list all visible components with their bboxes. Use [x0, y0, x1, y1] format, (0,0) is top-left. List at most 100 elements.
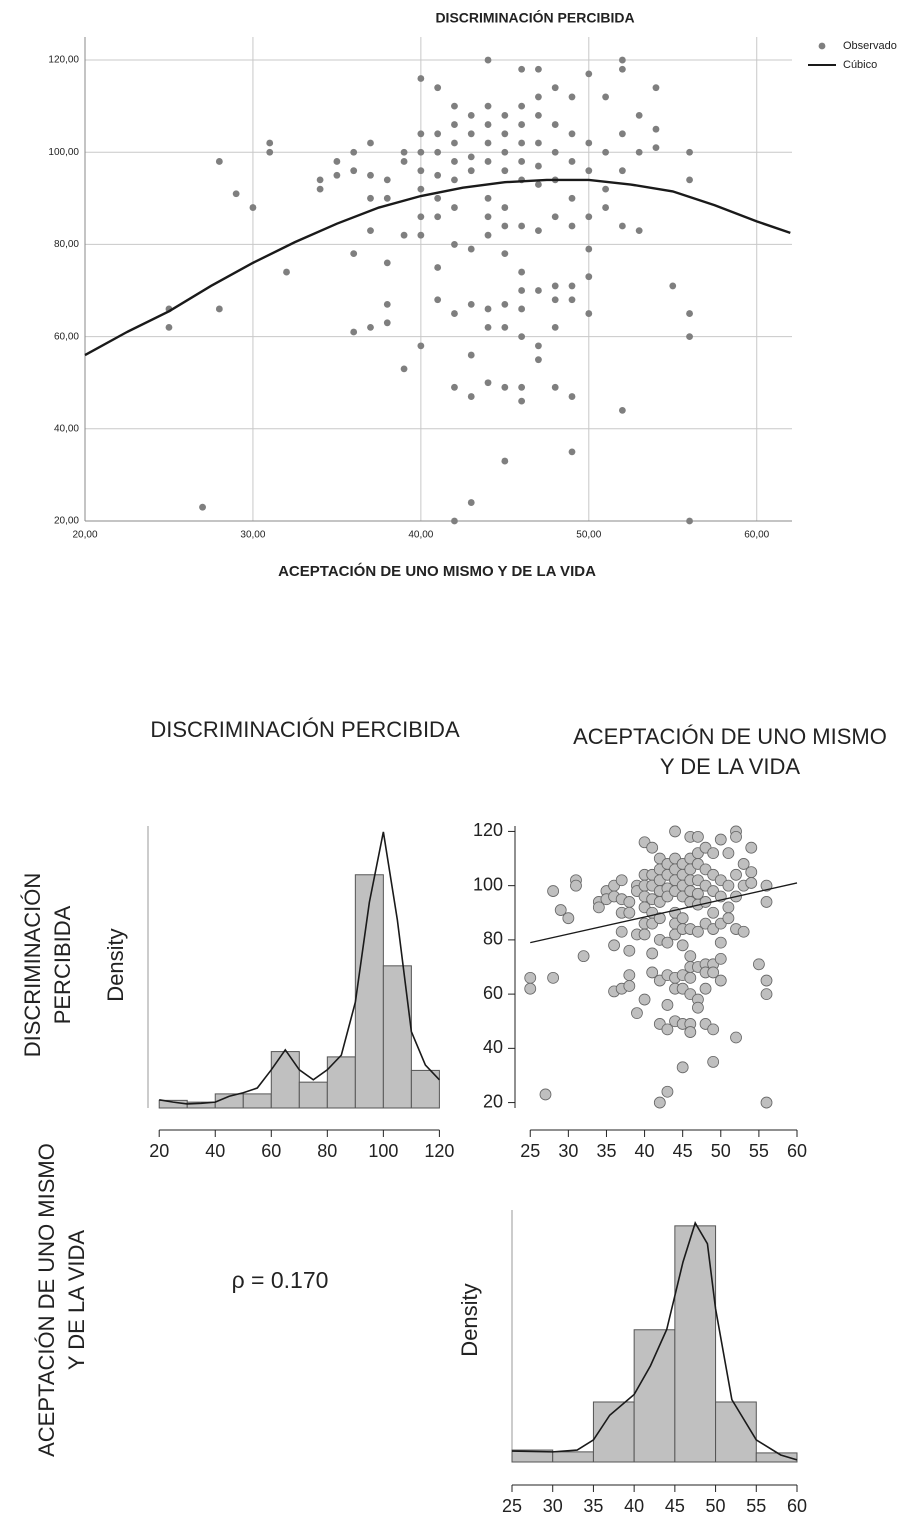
- point: [618, 56, 626, 64]
- point: [760, 974, 773, 987]
- density-curve: [159, 831, 440, 1105]
- point: [451, 241, 458, 248]
- x-tick-label: 55: [746, 1496, 766, 1516]
- point: [215, 305, 223, 313]
- point: [714, 974, 727, 987]
- point: [707, 847, 720, 860]
- point: [686, 176, 693, 184]
- x-tick-label: 80: [317, 1141, 337, 1161]
- point: [367, 171, 374, 179]
- x-tick-label: 50: [706, 1496, 726, 1516]
- point: [631, 1007, 643, 1019]
- point: [434, 130, 442, 138]
- point: [501, 324, 509, 331]
- point: [434, 171, 442, 179]
- point: [518, 333, 526, 341]
- point: [383, 259, 391, 267]
- point: [618, 167, 626, 175]
- point: [535, 93, 542, 101]
- point: [535, 139, 542, 147]
- y-tick-label: 120,00: [48, 55, 79, 66]
- point: [602, 148, 609, 156]
- point: [646, 966, 659, 979]
- point: [501, 300, 509, 308]
- point: [568, 282, 576, 290]
- point: [518, 397, 526, 405]
- point: [752, 958, 765, 971]
- point: [602, 204, 609, 211]
- point: [568, 93, 576, 101]
- point: [686, 517, 693, 525]
- point: [484, 324, 492, 331]
- x-tick-label: 50,00: [576, 530, 601, 541]
- point: [547, 885, 560, 897]
- bar: [270, 1051, 300, 1109]
- density-curve: [511, 1221, 798, 1461]
- point: [535, 111, 542, 119]
- bar: [552, 1451, 594, 1463]
- row-label: DISCRIMINACIÓN PERCIBIDA: [20, 872, 75, 1058]
- point: [501, 148, 509, 156]
- point: [484, 139, 492, 147]
- point: [551, 324, 559, 331]
- point: [623, 980, 636, 992]
- point: [484, 102, 492, 110]
- y-tick-label: 100: [473, 874, 503, 894]
- point: [484, 194, 492, 202]
- legend-label: Observado: [843, 40, 897, 52]
- x-tick-label: 100: [368, 1141, 398, 1161]
- point: [232, 190, 240, 198]
- point: [760, 896, 773, 908]
- point: [451, 139, 458, 147]
- point: [745, 841, 758, 854]
- point: [585, 167, 593, 175]
- point: [518, 287, 526, 294]
- point: [570, 879, 582, 892]
- point: [714, 936, 727, 949]
- point: [652, 144, 660, 152]
- point: [400, 158, 408, 165]
- y-tick-label: 20,00: [54, 516, 79, 527]
- point: [249, 204, 257, 211]
- point: [661, 936, 674, 949]
- point: [722, 847, 735, 860]
- point: [661, 999, 674, 1011]
- point: [547, 971, 560, 984]
- point: [451, 121, 458, 128]
- point: [501, 250, 509, 258]
- point: [730, 830, 742, 843]
- point: [684, 1026, 697, 1038]
- point: [568, 393, 576, 400]
- point: [745, 866, 758, 878]
- point: [551, 213, 559, 221]
- y-tick-label: 20: [483, 1091, 503, 1111]
- point: [745, 877, 758, 889]
- x-tick-label: 35: [596, 1141, 616, 1161]
- point: [417, 185, 425, 193]
- point: [518, 268, 526, 276]
- point: [165, 324, 173, 331]
- y-tick-label: 60: [483, 983, 503, 1003]
- point: [451, 310, 458, 317]
- point: [760, 1096, 773, 1109]
- point: [635, 227, 643, 235]
- point: [518, 65, 526, 73]
- point: [434, 264, 442, 271]
- point: [585, 273, 593, 281]
- x-tick-label: 30: [558, 1141, 578, 1161]
- point: [568, 194, 576, 202]
- point: [417, 130, 425, 138]
- point: [653, 1096, 666, 1109]
- point: [350, 148, 358, 156]
- point: [518, 102, 526, 110]
- point: [730, 1031, 742, 1044]
- point: [451, 176, 458, 184]
- x-tick-label: 60,00: [744, 530, 769, 541]
- point: [669, 825, 681, 838]
- column-label: DISCRIMINACIÓN PERCIBIDA: [150, 717, 460, 742]
- point: [417, 75, 425, 82]
- point: [585, 213, 593, 221]
- x-tick-label: 30,00: [240, 530, 265, 541]
- point: [551, 296, 559, 304]
- point: [686, 333, 693, 341]
